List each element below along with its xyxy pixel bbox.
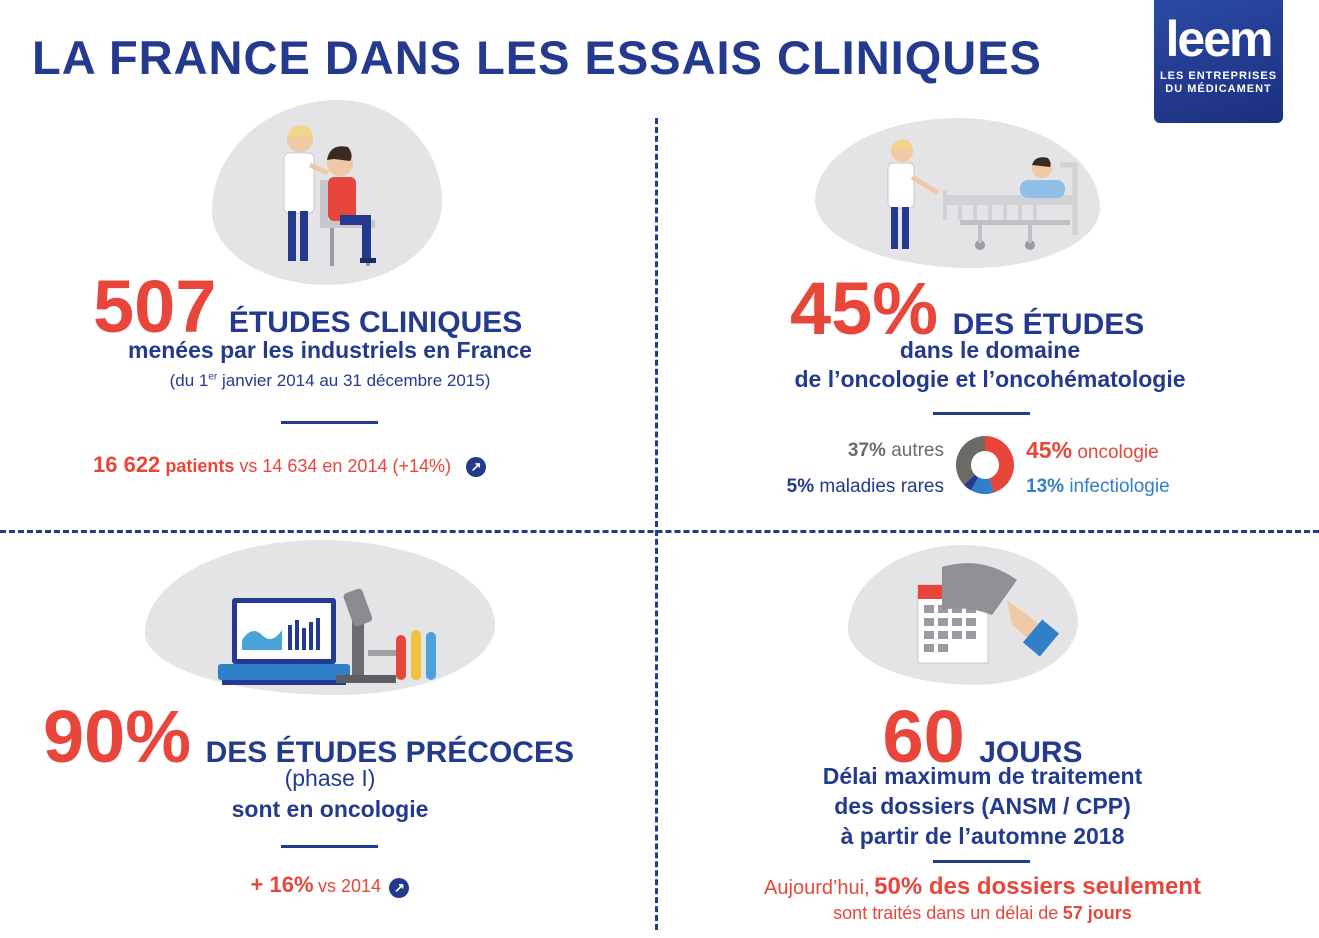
legend-infectiologie-value: 13%: [1026, 476, 1065, 497]
q3-subtitle-1: (phase I): [284, 765, 376, 791]
q4-rule: [933, 860, 1030, 863]
q4-footnote-2: sont traités dans un délai de 57 jours: [660, 903, 1305, 924]
q3-rule: [281, 845, 378, 848]
legend-autres: 37% autres: [750, 440, 944, 462]
donut-slice-maladies-rares: [963, 474, 979, 491]
q2-subtitle-2: de l’oncologie et l’oncohématologie: [794, 366, 1186, 392]
q2-headline: DES ÉTUDES: [952, 308, 1145, 341]
q4-footnote-1: Aujourd’hui, 50% des dossiers seulement: [660, 873, 1305, 901]
q1-period-sup: er: [208, 371, 218, 383]
q1-headline-row: 507 ÉTUDES CLINIQUES: [93, 270, 613, 344]
q4-headline: JOURS: [979, 736, 1083, 769]
q3-stat-value: + 16%: [250, 872, 314, 897]
q3-stat-rest: vs 2014: [317, 876, 382, 896]
legend-maladies-rares: 5% maladies rares: [700, 476, 944, 498]
q3-headline-row: 90% DES ÉTUDES PRÉCOCES: [43, 700, 643, 774]
legend-oncologie: 45% oncologie: [1026, 437, 1266, 464]
q2-headline-row: 45% DES ÉTUDES: [790, 272, 1210, 346]
q1-period-pre: (du 1: [169, 371, 209, 390]
hospital-bed-illustration: [887, 139, 1078, 250]
q1-patients-row: 16 622 patients vs 14 634 en 2014 (+14%)…: [93, 452, 613, 478]
leem-logo: leem LES ENTREPRISES DU MÉDICAMENT: [1154, 0, 1283, 123]
donut-slice-infectiologie: [971, 477, 994, 494]
q3-big-number: 90%: [43, 695, 192, 778]
q4-subtitle-2: des dossiers (ANSM / CPP): [834, 793, 1131, 819]
legend-autres-value: 37%: [847, 440, 886, 461]
q2-big-number: 45%: [790, 267, 939, 350]
q1-period-post: janvier 2014 au 31 décembre 2015): [217, 371, 491, 390]
q1-patients-rest: vs 14 634 en 2014 (+14%): [239, 456, 451, 476]
q4-foot2-bold: 57 jours: [1062, 903, 1132, 923]
legend-oncologie-value: 45%: [1026, 437, 1073, 463]
q3-headline: DES ÉTUDES PRÉCOCES: [205, 736, 574, 769]
q2-subtitle-1: dans le domaine: [899, 337, 1081, 363]
q1-big-number: 507: [93, 265, 217, 348]
q1-headline: ÉTUDES CLINIQUES: [228, 306, 523, 339]
q4-foot-pre: Aujourd’hui,: [764, 877, 870, 899]
donut-slice-autres: [956, 436, 985, 485]
logo-line-2: DU MÉDICAMENT: [1165, 83, 1272, 95]
q4-subtitle-1: Délai maximum de traitement: [822, 763, 1143, 789]
vertical-divider: [655, 118, 658, 930]
doctor-patient-illustration: [283, 125, 376, 266]
legend-maladies-rares-label: maladies rares: [819, 476, 944, 497]
legend-infectiologie: 13% infectiologie: [1026, 476, 1266, 498]
q3-subtitle-2: sont en oncologie: [231, 796, 429, 822]
q4-big-number: 60: [882, 695, 965, 778]
donut-slice-oncologie: [985, 436, 1014, 493]
q1-subtitle: menées par les industriels en France: [128, 337, 532, 363]
q1-rule: [281, 421, 378, 424]
q3-stat-row: + 16% vs 2014 ↗: [40, 872, 620, 898]
q4-foot2-pre: sont traités dans un délai de: [833, 903, 1059, 923]
q1-period: (du 1er janvier 2014 au 31 décembre 2015…: [40, 371, 620, 391]
up-right-arrow-icon: ↗: [389, 877, 410, 898]
legend-oncologie-label: oncologie: [1077, 442, 1159, 463]
q1-patients-value: 16 622: [93, 452, 161, 477]
logo-line-1: LES ENTREPRISES: [1159, 70, 1278, 82]
q4-foot-bold: 50% des dossiers seulement: [874, 873, 1201, 900]
q4-headline-row: 60 JOURS: [660, 700, 1305, 774]
logo-word: leem: [1165, 11, 1274, 67]
q1-patients-word: patients: [165, 456, 235, 476]
calendar-illustration: [917, 563, 1060, 664]
page-title: LA FRANCE DANS LES ESSAIS CLINIQUES: [32, 31, 1042, 84]
donut-chart: [956, 436, 1014, 494]
q4-subtitle-3: à partir de l’automne 2018: [840, 823, 1125, 849]
legend-maladies-rares-value: 5%: [786, 476, 815, 497]
legend-infectiologie-label: infectiologie: [1069, 476, 1170, 497]
q2-rule: [933, 412, 1030, 415]
legend-autres-label: autres: [891, 440, 944, 461]
horizontal-divider: [0, 530, 1319, 533]
up-right-arrow-icon: ↗: [466, 457, 487, 478]
laboratory-illustration: [218, 588, 436, 685]
